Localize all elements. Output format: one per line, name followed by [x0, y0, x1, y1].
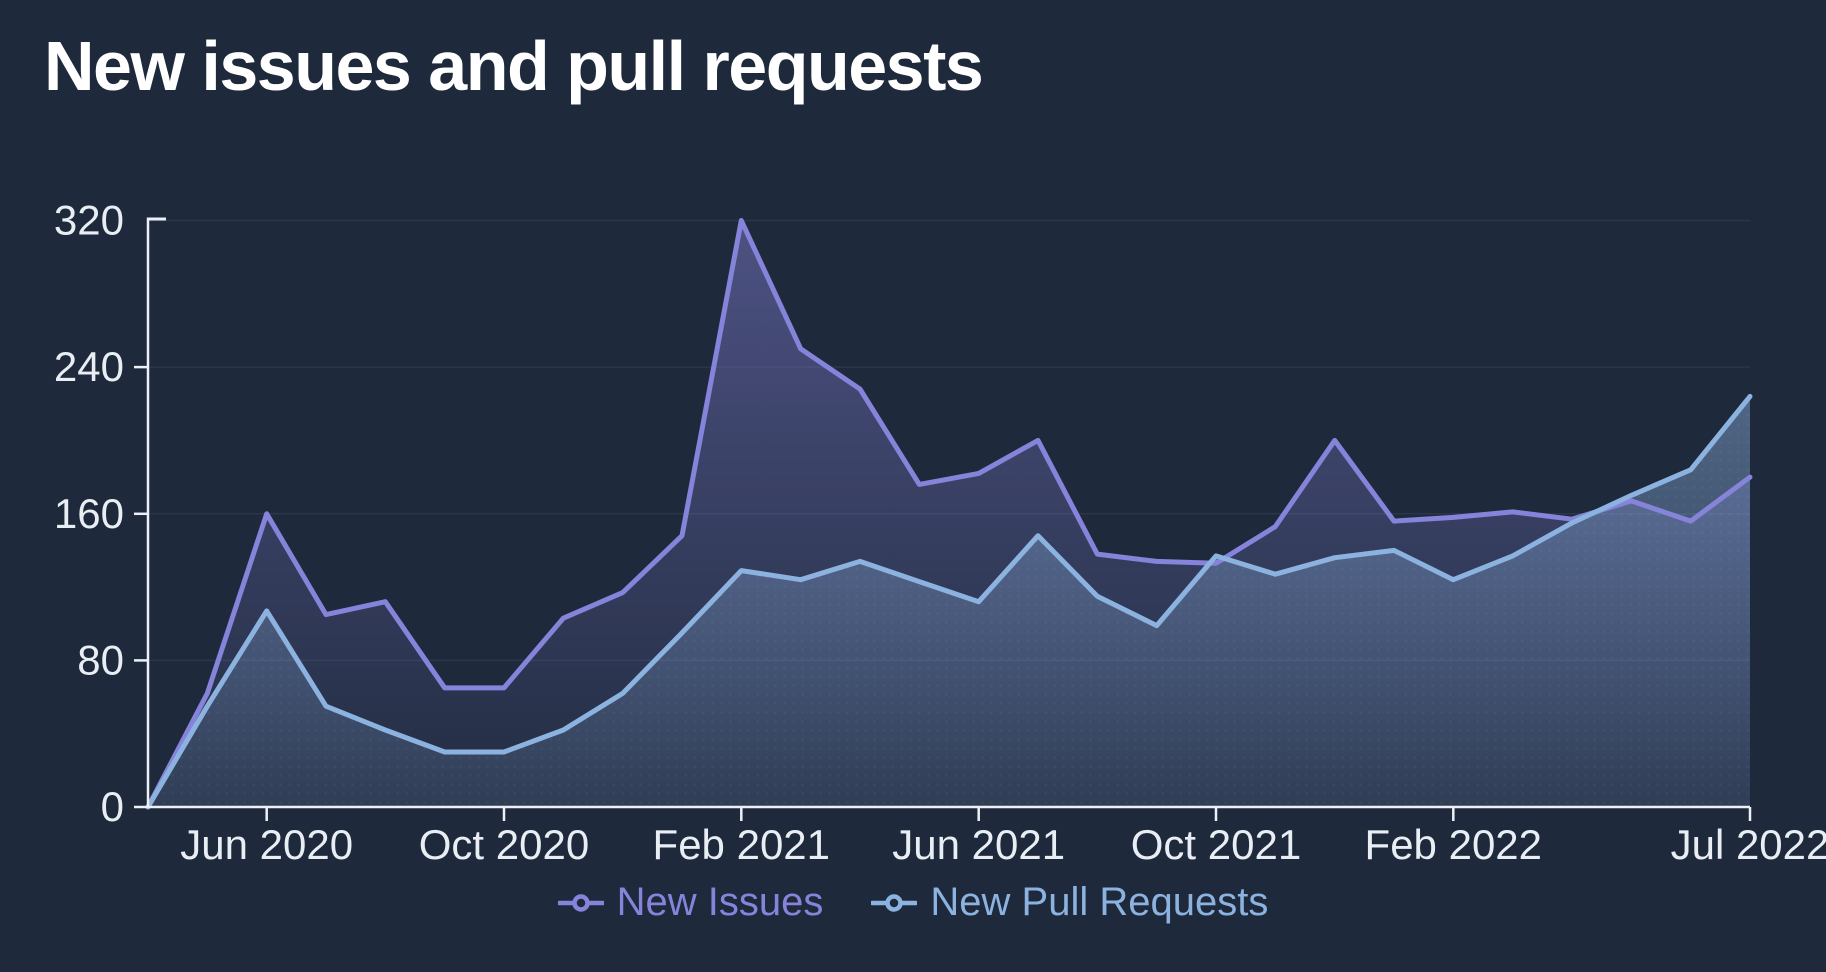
y-tick-label-80: 80: [77, 636, 124, 683]
x-tick-label-Jun-2020: Jun 2020: [180, 821, 353, 868]
legend-item-new-pull-requests[interactable]: New Pull Requests: [871, 880, 1268, 925]
new-issues-line: [145, 218, 1753, 810]
legend-marker-icon: [871, 893, 918, 912]
x-tick-label-Jul-2022: Jul 2022: [1671, 821, 1826, 868]
x-tick-label-Feb-2021: Feb 2021: [653, 821, 830, 868]
x-tick-label-Oct-2020: Oct 2020: [419, 821, 589, 868]
chart-legend: New Issues New Pull Requests: [0, 880, 1826, 925]
legend-label: New Issues: [616, 880, 824, 924]
y-tick-label-320: 320: [54, 197, 124, 244]
area-dot-texture: [148, 396, 1750, 807]
legend-item-new-issues[interactable]: New Issues: [557, 880, 824, 925]
x-tick-label-Oct-2021: Oct 2021: [1131, 821, 1301, 868]
y-tick-label-160: 160: [54, 490, 124, 537]
y-tick-label-0: 0: [101, 783, 124, 830]
y-tick-label-240: 240: [54, 343, 124, 390]
x-tick-label-Feb-2022: Feb 2022: [1365, 821, 1542, 868]
legend-marker-icon: [557, 893, 604, 912]
page-title: New issues and pull requests: [44, 27, 984, 105]
legend-label: New Pull Requests: [930, 880, 1269, 924]
new-pull-requests-line: [145, 393, 1753, 810]
x-tick-label-Jun-2021: Jun 2021: [892, 821, 1065, 868]
